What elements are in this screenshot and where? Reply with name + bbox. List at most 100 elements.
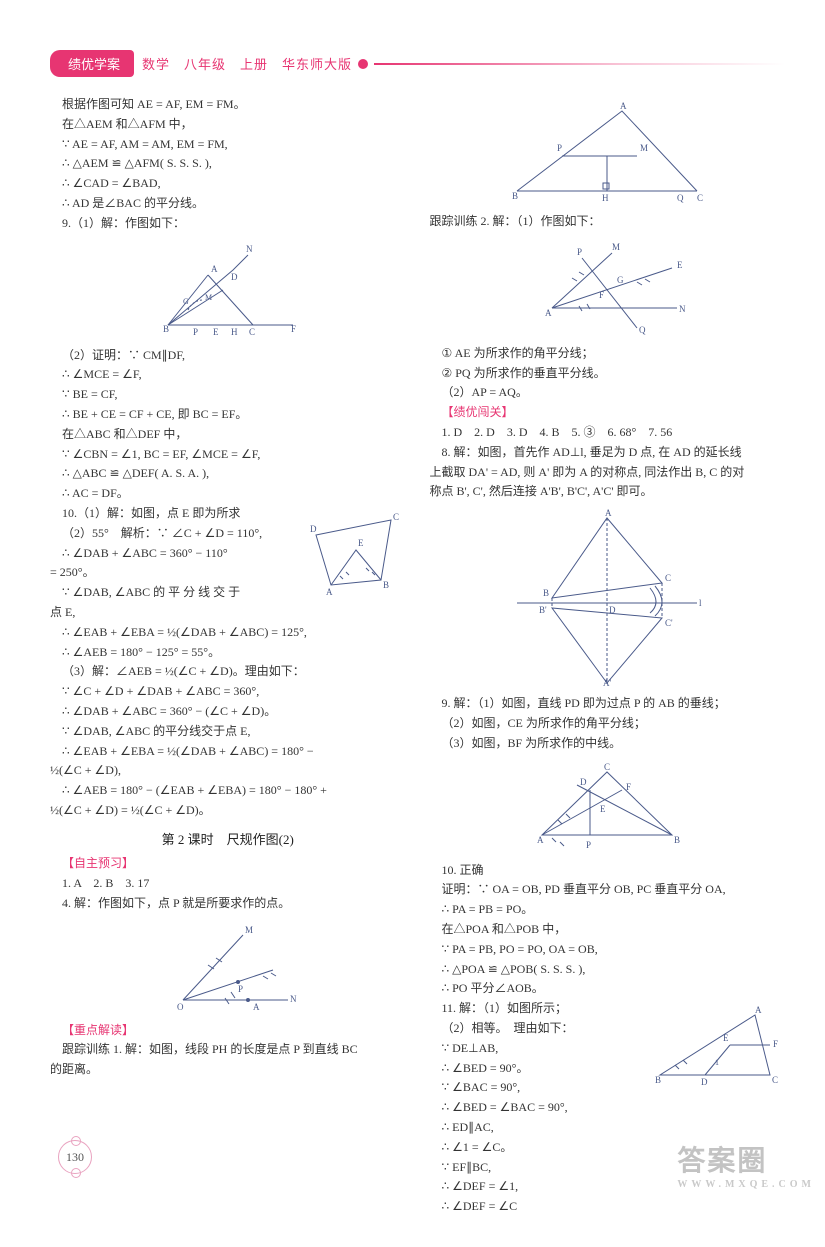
body-text: 跟踪训练 1. 解：如图，线段 PH 的长度是点 P 到直线 BC xyxy=(50,1040,406,1060)
body-text: 称点 B', C', 然后连接 A'B', B'C', A'C' 即可。 xyxy=(430,482,786,502)
body-text: ② PQ 为所求作的垂直平分线。 xyxy=(430,364,786,384)
svg-text:P: P xyxy=(577,247,582,257)
body-text: ∴ △POA ≌ △POB( S. S. S. ), xyxy=(430,960,786,980)
body-text: ∴ ∠DAB + ∠ABC = 360° − 110° xyxy=(50,544,296,564)
svg-text:Q: Q xyxy=(639,325,646,335)
svg-text:F: F xyxy=(626,782,631,792)
body-text: （3）如图，BF 为所求作的中线。 xyxy=(430,734,786,754)
body-text: ∵ ∠DAB, ∠ABC 的平分线交于点 E, xyxy=(50,722,406,742)
body-text: 4. 解：作图如下，点 P 就是所要求作的点。 xyxy=(50,894,406,914)
svg-text:C: C xyxy=(393,512,399,522)
svg-text:E: E xyxy=(213,327,219,337)
svg-text:F: F xyxy=(773,1039,778,1049)
svg-text:A: A xyxy=(211,264,218,274)
body-text: ∵ DE⊥AB, xyxy=(430,1039,646,1059)
svg-text:E: E xyxy=(358,538,364,548)
body-text: （2）AP = AQ。 xyxy=(430,383,786,403)
body-text: = 250°。 xyxy=(50,563,296,583)
body-text: ∴ ∠DEF = ∠C xyxy=(430,1197,786,1217)
svg-text:O: O xyxy=(177,1002,184,1012)
header-dot-icon xyxy=(358,59,368,69)
body-text: ∵ PA = PB, PO = PO, OA = OB, xyxy=(430,940,786,960)
body-text: 在△AEM 和△AFM 中， xyxy=(50,115,406,135)
svg-text:D: D xyxy=(580,777,587,787)
svg-text:A: A xyxy=(253,1002,260,1012)
body-text: 1. D 2. D 3. D 4. B 5. ③ 6. 68° 7. 56 xyxy=(430,423,786,443)
svg-text:M: M xyxy=(640,143,648,153)
body-text: ∴ △ABC ≌ △DEF( A. S. A. ), xyxy=(50,464,406,484)
svg-text:M: M xyxy=(245,925,253,935)
body-text: （2）证明：∵ CM∥DF, xyxy=(50,346,406,366)
header-badge: 绩优学案 xyxy=(50,50,134,77)
svg-text:A: A xyxy=(620,101,627,111)
body-text: 根据作图可知 AE = AF, EM = FM。 xyxy=(50,95,406,115)
figure-q10-quad: D C E A B xyxy=(296,510,406,617)
svg-text:A: A xyxy=(755,1005,762,1015)
body-text: ∵ ∠DAB, ∠ABC 的 平 分 线 交 于 xyxy=(50,583,296,603)
svg-text:N: N xyxy=(679,304,686,314)
body-text: ∴ ∠AEB = 180° − (∠EAB + ∠EBA) = 180° − 1… xyxy=(50,781,406,801)
body-text: ∵ ∠C + ∠D + ∠DAB + ∠ABC = 360°, xyxy=(50,682,406,702)
body-text: ∴ AC = DF。 xyxy=(50,484,406,504)
svg-text:B': B' xyxy=(539,605,547,615)
body-text: 上截取 DA' = AD, 则 A' 即为 A 的对称点, 同法作出 B, C … xyxy=(430,463,786,483)
page-number: 130 xyxy=(58,1140,92,1174)
svg-text:B: B xyxy=(543,588,549,598)
svg-text:P: P xyxy=(586,840,591,850)
svg-text:C: C xyxy=(665,573,671,583)
figure-q11-triangle: B C A D E F 1 xyxy=(645,1005,785,1092)
body-text: ∴ PO 平分∠AOB。 xyxy=(430,979,786,999)
body-text: ① AE 为所求作的角平分线； xyxy=(430,344,786,364)
svg-text:G: G xyxy=(617,275,624,285)
svg-text:B: B xyxy=(383,580,389,590)
body-text: 点 E, xyxy=(50,603,296,623)
svg-text:F: F xyxy=(291,324,296,334)
body-text: 证明：∵ OA = OB, PD 垂直平分 OB, PC 垂直平分 OA, xyxy=(430,880,786,900)
svg-text:M: M xyxy=(612,242,620,252)
svg-text:C: C xyxy=(249,327,255,337)
svg-text:H: H xyxy=(231,327,238,337)
body-text: 8. 解：如图，首先作 AD⊥l, 垂足为 D 点, 在 AD 的延长线 xyxy=(430,443,786,463)
svg-text:D: D xyxy=(609,605,616,615)
body-text: ∴ ∠AEB = 180° − 125° = 55°。 xyxy=(50,643,406,663)
body-text: 9. 解：（1）如图，直线 PD 即为过点 P 的 AB 的垂线； xyxy=(430,694,786,714)
body-text: ∴ ∠EAB + ∠EBA = ½(∠DAB + ∠ABC) = 125°, xyxy=(50,623,406,643)
svg-text:H: H xyxy=(602,193,609,203)
content-columns: 根据作图可知 AE = AF, EM = FM。 在△AEM 和△AFM 中， … xyxy=(50,95,785,1217)
svg-text:E: E xyxy=(723,1033,729,1043)
body-text: ∴ ∠EAB + ∠EBA = ½(∠DAB + ∠ABC) = 180° − xyxy=(50,742,406,762)
svg-text:P: P xyxy=(557,143,562,153)
body-text: ½(∠C + ∠D), xyxy=(50,761,406,781)
body-text: 在△POA 和△POB 中， xyxy=(430,920,786,940)
body-text: ∴ BE + CE = CF + CE, 即 BC = EF。 xyxy=(50,405,406,425)
body-text: ∴ ED∥AC, xyxy=(430,1118,786,1138)
svg-text:l: l xyxy=(699,598,702,608)
svg-text:D: D xyxy=(310,524,317,534)
svg-text:B: B xyxy=(674,835,680,845)
body-text: ∴ ∠MCE = ∠F, xyxy=(50,365,406,385)
figure-track2: M E A N P Q G F xyxy=(430,238,786,338)
section-title: 第 2 课时 尺规作图(2) xyxy=(50,829,406,850)
body-text: ∴ ∠DAB + ∠ABC = 360° − (∠C + ∠D)。 xyxy=(50,702,406,722)
body-text: ∴ PA = PB = PO。 xyxy=(430,900,786,920)
left-column: 根据作图可知 AE = AF, EM = FM。 在△AEM 和△AFM 中， … xyxy=(50,95,406,1217)
body-text: （2）55° 解析：∵ ∠C + ∠D = 110°, xyxy=(50,524,296,544)
figure-q9-triangle: A B C P D F E xyxy=(430,760,786,855)
body-text: ∴ ∠BED = 90°。 xyxy=(430,1059,646,1079)
figure-q9-construction: N A D G M B P E H C F xyxy=(50,240,406,340)
svg-text:A: A xyxy=(537,835,544,845)
svg-text:A: A xyxy=(326,587,333,597)
svg-text:E: E xyxy=(677,260,683,270)
figure-q4-construction: M O A P N xyxy=(50,920,406,1015)
svg-text:M: M xyxy=(205,293,212,302)
svg-text:P: P xyxy=(238,984,243,994)
svg-text:P: P xyxy=(193,327,198,337)
body-text: 9.（1）解：作图如下： xyxy=(50,214,406,234)
body-text: 10. 正确 xyxy=(430,861,786,881)
svg-text:N: N xyxy=(246,244,253,254)
watermark-url: WWW.MXQE.COM xyxy=(677,1179,815,1190)
svg-text:D: D xyxy=(231,272,238,282)
body-text: ∵ AE = AF, AM = AM, EM = FM, xyxy=(50,135,406,155)
svg-text:B: B xyxy=(163,324,169,334)
body-text: （2）相等。 理由如下： xyxy=(430,1019,646,1039)
